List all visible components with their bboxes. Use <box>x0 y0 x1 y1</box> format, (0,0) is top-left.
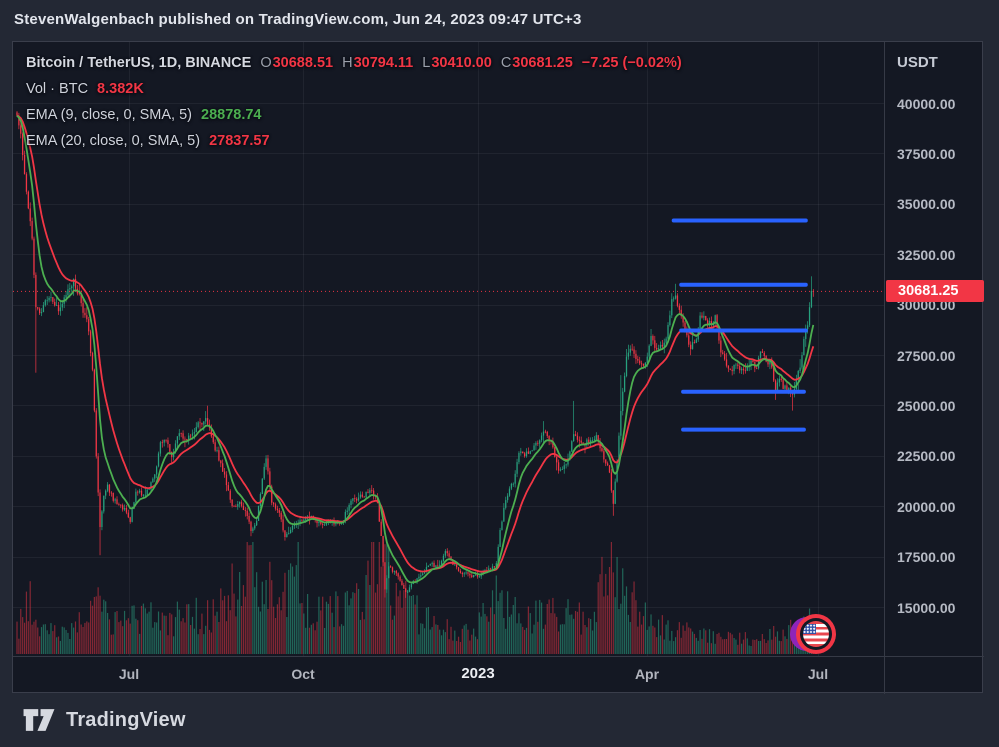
legend-volume-row[interactable]: Vol · BTC 8.382K <box>26 76 682 102</box>
price-tick-label: 27500.00 <box>897 347 956 364</box>
symbol-title: Bitcoin / TetherUS, 1D, BINANCE <box>26 55 252 71</box>
volume-label: Vol · BTC <box>26 81 89 97</box>
time-tick-label: Jul <box>807 666 829 682</box>
time-tick-label: Jul <box>118 666 140 682</box>
volume-value: 8.382K <box>97 81 144 97</box>
ema9-value: 28878.74 <box>201 107 262 123</box>
legend-ema9-row[interactable]: EMA (9, close, 0, SMA, 5) 28878.74 <box>26 102 682 128</box>
price-tick-label: 20000.00 <box>897 498 956 515</box>
ohlc-low: L 30410.00 <box>422 55 492 71</box>
legend-ema20-row[interactable]: EMA (20, close, 0, SMA, 5) 27837.57 <box>26 128 682 154</box>
ohlc-open: O 30688.51 <box>260 55 334 71</box>
price-tick-label: 35000.00 <box>897 196 956 213</box>
tradingview-logo-icon <box>23 709 55 731</box>
price-tick-label: 25000.00 <box>897 397 956 414</box>
tradingview-brand-text: TradingView <box>66 708 186 731</box>
us-flag-icon <box>803 621 829 647</box>
price-tick-label: 15000.00 <box>897 599 956 616</box>
ema9-label: EMA (9, close, 0, SMA, 5) <box>26 107 192 123</box>
chart-legend: Bitcoin / TetherUS, 1D, BINANCE O 30688.5… <box>26 50 682 154</box>
price-tick-label: 40000.00 <box>897 95 956 112</box>
time-tick-label: Apr <box>634 666 660 682</box>
ohlc-high: H 30794.11 <box>342 55 414 71</box>
ema20-label: EMA (20, close, 0, SMA, 5) <box>26 133 201 149</box>
chart-frame: Bitcoin / TetherUS, 1D, BINANCE O 30688.5… <box>12 41 984 694</box>
price-tick-label: 22500.00 <box>897 448 956 465</box>
footer-brand-link[interactable]: TradingView <box>22 702 186 738</box>
legend-symbol-row[interactable]: Bitcoin / TetherUS, 1D, BINANCE O 30688.5… <box>26 50 682 76</box>
price-tick-label: 17500.00 <box>897 549 956 566</box>
attribution-bar: StevenWalgenbach published on TradingVie… <box>0 0 999 38</box>
price-tick-label: 32500.00 <box>897 246 956 263</box>
ohlc-close: C 30681.25 <box>500 55 573 71</box>
us-flag-event-marker[interactable] <box>790 614 836 654</box>
attribution-text: StevenWalgenbach published on TradingVie… <box>14 10 582 28</box>
us-flag-canton <box>803 624 816 634</box>
time-tick-label: Oct <box>291 666 315 682</box>
ema20-value: 27837.57 <box>209 133 270 149</box>
price-change: −7.25 (−0.02%) <box>581 55 682 71</box>
last-price-label: 30681.25 <box>886 280 984 303</box>
quote-currency-label: USDT <box>897 54 938 71</box>
price-tick-label: 37500.00 <box>897 145 956 162</box>
time-tick-label: 2023 <box>461 665 495 682</box>
price-chart-canvas[interactable] <box>13 42 984 694</box>
